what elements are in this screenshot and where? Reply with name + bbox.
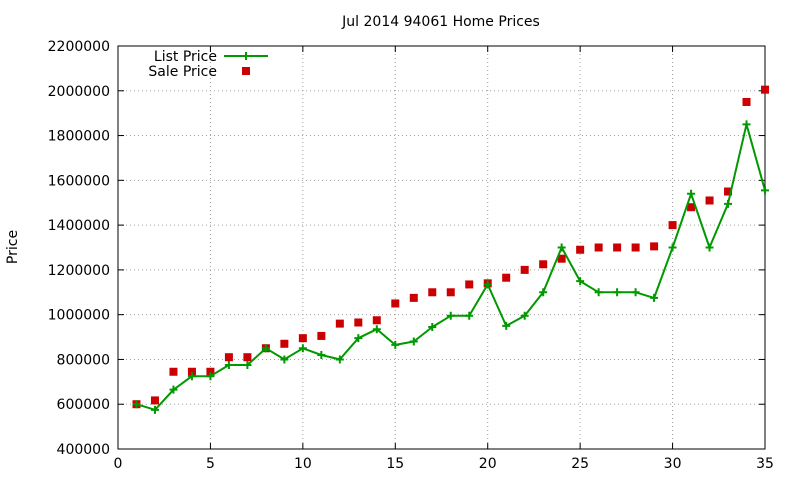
x-tick-label: 10 [294, 456, 312, 472]
list-price-point [520, 311, 529, 320]
sale-price-point [668, 221, 677, 230]
list-price-point [483, 280, 492, 289]
list-price-point [261, 344, 270, 353]
list-price-point [594, 288, 603, 297]
sale-price-point [650, 242, 659, 251]
y-tick-label: 1600000 [48, 173, 110, 189]
list-price-point [169, 385, 178, 394]
legend-marker-sale-price [242, 67, 250, 75]
y-tick-label: 400000 [57, 442, 110, 458]
sale-price-point [169, 367, 178, 376]
list-price-point [132, 400, 141, 409]
sale-price-point [539, 260, 548, 269]
list-price-point [372, 325, 381, 334]
list-price-point [465, 311, 474, 320]
sale-price-point [354, 318, 363, 327]
list-price-point [650, 293, 659, 302]
legend: List Price Sale Price [148, 49, 268, 80]
sale-price-point [391, 299, 400, 308]
list-price-point [502, 321, 511, 330]
sale-price-point [243, 353, 252, 362]
list-price-point [317, 350, 326, 359]
sale-price-point [520, 265, 529, 274]
y-tick-label: 2000000 [48, 84, 110, 100]
list-price-point [668, 243, 677, 252]
list-price-point [354, 334, 363, 343]
sale-price-point [761, 85, 769, 94]
x-tick-label: 15 [386, 456, 404, 472]
list-price-point [224, 361, 233, 370]
legend-label-list-price: List Price [154, 49, 217, 65]
sale-price-point [150, 396, 159, 405]
list-price-point [391, 340, 400, 349]
sale-price-point [224, 353, 233, 362]
data-series [132, 85, 769, 414]
sale-price-point [631, 243, 640, 252]
y-tick-label: 800000 [57, 352, 110, 368]
sale-price-point [446, 288, 455, 297]
list-price-point [539, 288, 548, 297]
y-tick-label: 600000 [57, 397, 110, 413]
list-price-point [724, 199, 733, 208]
sale-price-point [576, 245, 585, 254]
legend-label-sale-price: Sale Price [148, 64, 217, 80]
plot-frame [117, 45, 766, 450]
list-price-point [557, 243, 566, 252]
chart-title: Jul 2014 94061 Home Prices [341, 14, 540, 30]
sale-price-point [687, 203, 696, 212]
sale-price-point [705, 196, 714, 205]
sale-price-point [428, 288, 437, 297]
y-tick-label: 1200000 [48, 263, 110, 279]
sale-price-point [298, 334, 307, 343]
list-price-point [613, 288, 622, 297]
x-tick-label: 30 [664, 456, 682, 472]
list-price-point [687, 189, 696, 198]
axis-ticks: 0 5 10 15 20 25 30 35 400000 600000 800000 1000000 1… [48, 39, 774, 472]
list-price-point [428, 322, 437, 331]
x-tick-label: 35 [756, 456, 774, 472]
sale-price-point [742, 97, 751, 106]
x-tick-label: 25 [571, 456, 589, 472]
list-price-point [280, 355, 289, 364]
list-price-point [761, 186, 769, 195]
x-tick-label: 0 [114, 456, 123, 472]
sale-price-point [187, 367, 196, 376]
list-price-point [298, 344, 307, 353]
list-price-point [243, 361, 252, 370]
sale-price-point [613, 243, 622, 252]
list-price-point [187, 372, 196, 381]
sale-price-point [372, 316, 381, 325]
sale-price-point [594, 243, 603, 252]
sale-price-point [206, 367, 215, 376]
sale-price-point [557, 254, 566, 263]
sale-price-point [724, 187, 733, 196]
list-price-point [335, 355, 344, 364]
list-price-point [446, 311, 455, 320]
list-price-point [705, 243, 714, 252]
x-tick-label: 5 [206, 456, 215, 472]
list-price-point [631, 288, 640, 297]
list-price-point [576, 277, 585, 286]
list-price-point [206, 372, 215, 381]
y-axis-label: Price [5, 230, 21, 264]
sale-price-point [335, 319, 344, 328]
list-price-point [150, 405, 159, 414]
sale-price-point [280, 339, 289, 348]
sale-price-point [465, 280, 474, 289]
list-price-point [409, 337, 418, 346]
y-tick-label: 2200000 [48, 39, 110, 55]
list-price-point [742, 120, 751, 129]
sale-price-point [409, 293, 418, 302]
y-tick-label: 1800000 [48, 129, 110, 145]
y-tick-label: 1000000 [48, 308, 110, 324]
legend-marker-list-price [242, 52, 250, 60]
x-tick-label: 20 [479, 456, 497, 472]
sale-price-point [317, 331, 326, 340]
sale-price-point [502, 273, 511, 282]
y-tick-label: 1400000 [48, 218, 110, 234]
